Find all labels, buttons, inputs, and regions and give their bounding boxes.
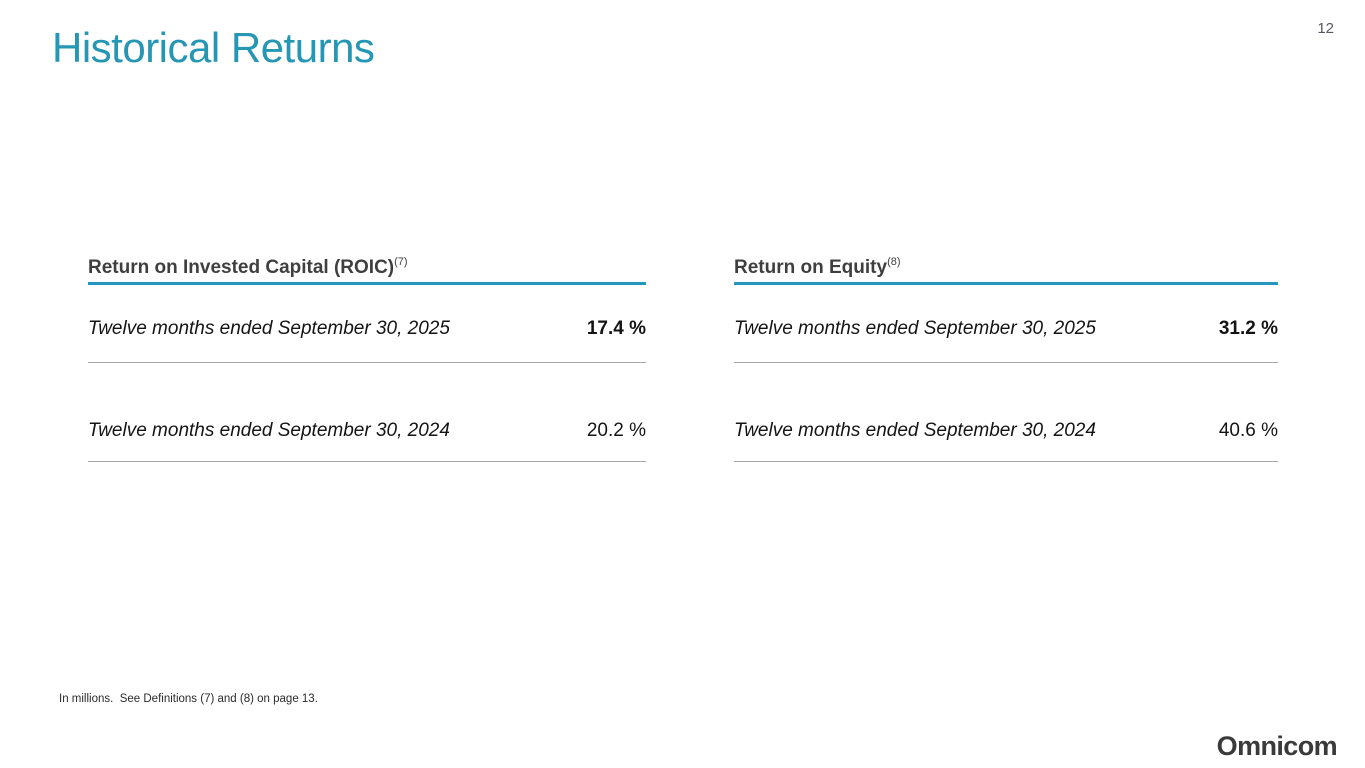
footnote: In millions. See Definitions (7) and (8)… <box>59 693 318 705</box>
table-row: Twelve months ended September 30, 2024 2… <box>88 420 646 462</box>
row-label: Twelve months ended September 30, 2025 <box>88 318 450 339</box>
row-label: Twelve months ended September 30, 2024 <box>88 420 450 441</box>
row-value: 31.2 % <box>1218 318 1278 339</box>
table-row: Twelve months ended September 30, 2025 3… <box>734 318 1278 363</box>
row-value: 40.6 % <box>1218 420 1278 441</box>
row-label: Twelve months ended September 30, 2024 <box>734 420 1096 441</box>
roic-table-heading-text: Return on Invested Capital (ROIC) <box>88 257 395 278</box>
row-value: 20.2 % <box>586 420 646 441</box>
row-label: Twelve months ended September 30, 2025 <box>734 318 1096 339</box>
roe-table-heading-text: Return on Equity <box>734 257 888 278</box>
roic-table-heading: Return on Invested Capital (ROIC)(7) <box>88 255 646 285</box>
page-number: 12 <box>1317 20 1334 37</box>
table-row: Twelve months ended September 30, 2025 1… <box>88 318 646 363</box>
roe-table: Return on Equity(8) Twelve months ended … <box>734 255 1278 462</box>
roic-table: Return on Invested Capital (ROIC)(7) Twe… <box>88 255 646 462</box>
row-value: 17.4 % <box>586 318 646 339</box>
roic-footnote-ref: (7) <box>394 255 408 268</box>
page-title: Historical Returns <box>52 24 375 71</box>
table-row: Twelve months ended September 30, 2024 4… <box>734 420 1278 462</box>
omnicom-logo: Omnicom <box>1216 731 1338 761</box>
roe-footnote-ref: (8) <box>887 255 901 268</box>
roe-table-heading: Return on Equity(8) <box>734 255 1278 285</box>
